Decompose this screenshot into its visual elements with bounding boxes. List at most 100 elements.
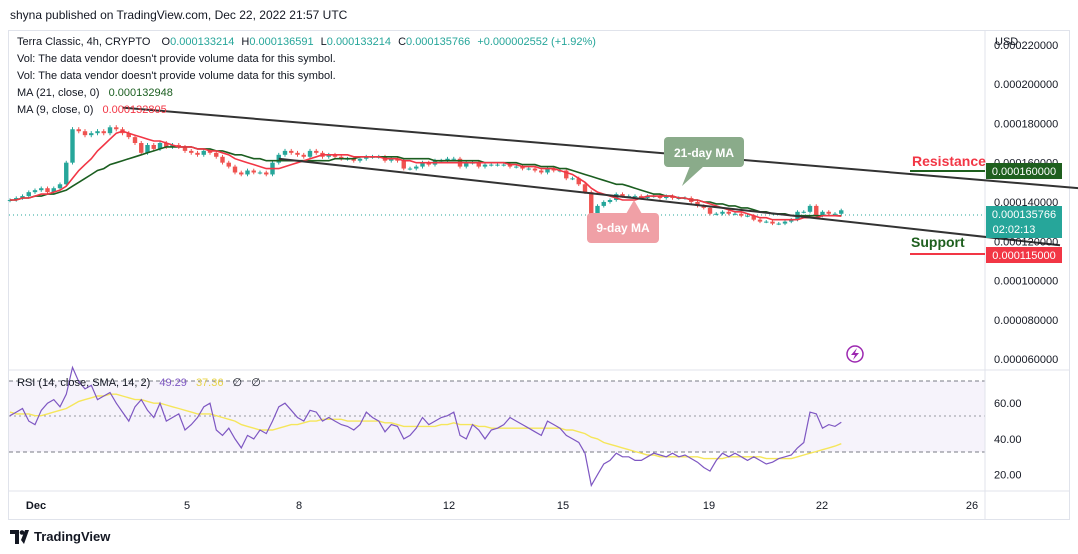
publish-bar: shyna published on TradingView.com, Dec … [0, 0, 1078, 30]
indicator-lines-layer [10, 106, 1078, 247]
candle-body [501, 164, 506, 166]
tradingview-logo-icon[interactable] [10, 530, 30, 544]
candle-body [839, 210, 844, 214]
candle-body [389, 158, 394, 161]
lower-channel-line[interactable] [278, 157, 1061, 247]
candle-body [807, 205, 813, 212]
candle-body [826, 211, 831, 214]
candle-body [64, 162, 69, 185]
candle-body [526, 168, 531, 170]
candle-body [770, 221, 775, 224]
candle-body [401, 160, 406, 169]
candle-body [295, 152, 300, 155]
legend-high: 0.000136591 [249, 36, 313, 48]
candle-body [282, 150, 288, 155]
candle-body [664, 196, 669, 199]
candle-body [232, 166, 238, 173]
time-tick-label: 5 [184, 500, 190, 512]
candle-body [57, 184, 63, 189]
time-tick-label: Dec [26, 500, 46, 512]
candle-body [357, 158, 363, 161]
candle-body [720, 211, 725, 214]
legend-o-label: O [162, 36, 171, 48]
time-tick-label: 12 [443, 500, 455, 512]
candle-body [407, 168, 413, 170]
candle-body [107, 127, 113, 134]
candle-body [207, 150, 213, 153]
rsi-layer [9, 365, 842, 488]
candle-body [145, 144, 150, 153]
candle-body [745, 215, 750, 217]
legend-vol-2: Vol: The data vendor doesn't provide vol… [17, 70, 336, 82]
candle-body [39, 188, 44, 191]
candle-body [764, 221, 769, 223]
legend-ma21-label: MA (21, close, 0) [17, 87, 100, 99]
candle-body [420, 162, 425, 167]
legend-low: 0.000133214 [327, 36, 391, 48]
candle-body [182, 146, 188, 151]
candle-body [726, 211, 731, 214]
candle-body [582, 184, 588, 193]
candle-body [176, 144, 181, 147]
resistance-price-tag-text: 0.000160000 [992, 166, 1056, 178]
tradingview-brand[interactable]: TradingView [34, 529, 111, 544]
rsi-sma-line [9, 393, 842, 460]
candle-body [751, 215, 756, 220]
candle-body [314, 150, 319, 153]
candle-body [101, 131, 106, 134]
ma21-callout: 21-day MA [664, 137, 744, 186]
support-price-tag-text: 0.000115000 [992, 250, 1055, 262]
rsi-band [9, 381, 985, 452]
legend-change: +0.000002552 (+1.92%) [477, 36, 596, 48]
ma9-callout-box [587, 213, 659, 243]
candle-body [801, 211, 806, 213]
candle-body [814, 205, 819, 216]
candle-body [632, 196, 638, 198]
candle-body [520, 166, 525, 169]
time-tick-label: 22 [816, 500, 828, 512]
candle-body [289, 150, 294, 153]
candle-body [701, 205, 706, 208]
candle-body [339, 156, 344, 159]
candle-body [395, 158, 400, 161]
candle-body [707, 207, 713, 214]
candle-body [301, 154, 306, 157]
chart-frame [8, 30, 1070, 520]
ma9-line [10, 130, 842, 221]
price-tick-label: 0.000140000 [994, 197, 1058, 209]
time-tick-label: 26 [966, 500, 978, 512]
rsi-tick-label: 60.00 [994, 398, 1022, 410]
svg-text:MA (9, close, 0) 0.00013: MA (9, close, 0) 0.000132805 [17, 104, 167, 116]
candle-body [445, 158, 450, 161]
price-tick-label: 0.000060000 [994, 354, 1058, 366]
support-label: Support [911, 234, 965, 250]
lightning-icon[interactable] [846, 345, 864, 363]
candle-body [307, 150, 313, 157]
legend-rsi-extra-2: ∅ [251, 377, 261, 389]
countdown-text: 02:02:13 [993, 224, 1036, 236]
candle-body [451, 158, 456, 160]
candle-body [489, 164, 494, 166]
svg-text:MA (21, close, 0) 0.0001: MA (21, close, 0) 0.000132948 [17, 87, 173, 99]
candle-body [257, 172, 263, 174]
candle-body [482, 164, 488, 167]
candle-body [589, 192, 594, 214]
candle-body [126, 133, 131, 138]
current-price-tag-text: 0.000135766 [992, 209, 1056, 221]
svg-text:RSI (14, close, SMA, 14, 2): RSI (14, close, SMA, 14, 2) 49.29 37.36 … [17, 377, 261, 389]
ma9-callout-pointer [626, 200, 642, 214]
ma21-callout-pointer [682, 166, 704, 186]
footer-bar [0, 522, 1078, 554]
candle-body [645, 196, 650, 199]
candle-body [276, 154, 281, 163]
candle-body [239, 172, 244, 175]
candle-body [776, 223, 781, 225]
candle-body [95, 131, 100, 134]
candle-body [264, 172, 269, 175]
candle-body [820, 211, 825, 216]
upper-channel-line[interactable] [122, 106, 1078, 190]
candle-body [732, 213, 738, 215]
candle-body [332, 154, 338, 157]
rsi-tick-label: 40.00 [994, 434, 1022, 446]
